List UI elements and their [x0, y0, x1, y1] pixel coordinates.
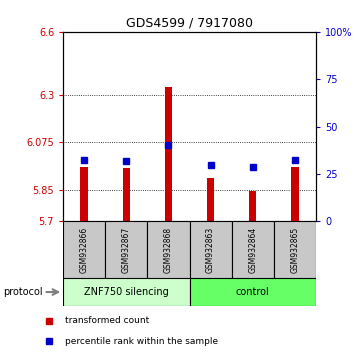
Bar: [190, 221, 232, 278]
Bar: [147, 221, 190, 278]
Bar: [81, 166, 88, 221]
Text: protocol: protocol: [4, 287, 43, 297]
Bar: [165, 87, 172, 221]
Bar: [105, 221, 147, 278]
Text: GSM932865: GSM932865: [290, 227, 299, 273]
Text: GSM932866: GSM932866: [80, 227, 89, 273]
Bar: [122, 167, 130, 221]
Bar: [63, 221, 105, 278]
Title: GDS4599 / 7917080: GDS4599 / 7917080: [126, 16, 253, 29]
Bar: [274, 221, 316, 278]
Text: percentile rank within the sample: percentile rank within the sample: [65, 337, 218, 346]
Bar: [291, 166, 299, 221]
Bar: [232, 221, 274, 278]
Text: ZNF750 silencing: ZNF750 silencing: [84, 287, 169, 297]
Bar: [249, 191, 256, 221]
Text: GSM932867: GSM932867: [122, 227, 131, 273]
Text: GSM932868: GSM932868: [164, 227, 173, 273]
Text: control: control: [236, 287, 270, 297]
Bar: [190, 278, 316, 306]
Text: transformed count: transformed count: [65, 316, 149, 325]
Text: GSM932863: GSM932863: [206, 227, 215, 273]
Bar: [207, 178, 214, 221]
Bar: [63, 278, 190, 306]
Text: GSM932864: GSM932864: [248, 227, 257, 273]
